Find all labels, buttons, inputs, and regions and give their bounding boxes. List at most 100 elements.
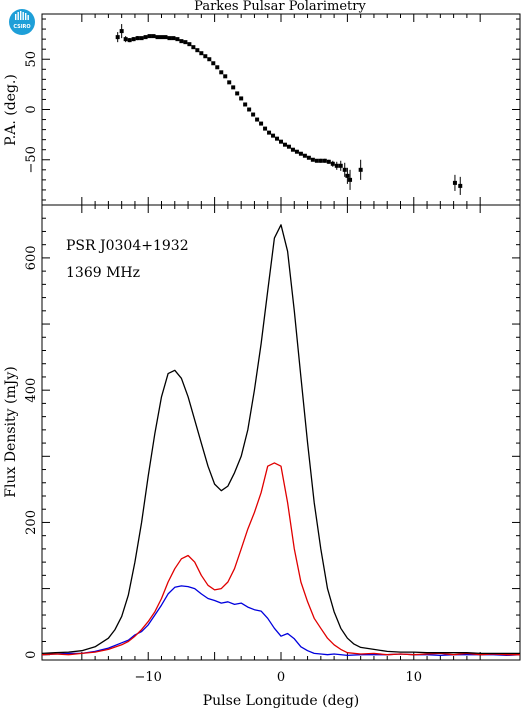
pa-point — [302, 153, 307, 158]
pa-point — [342, 162, 347, 177]
pa-marker — [279, 139, 283, 144]
pa-marker — [235, 91, 240, 96]
pa-point — [286, 144, 291, 149]
pa-point — [251, 112, 256, 117]
pa-point — [159, 35, 164, 40]
pa-marker — [358, 167, 363, 172]
pa-marker — [155, 35, 160, 40]
pa-marker — [290, 147, 295, 152]
pa-point — [175, 37, 180, 42]
pa-point — [195, 48, 200, 53]
pa-point — [330, 160, 335, 167]
pa-point — [318, 158, 323, 163]
pa-marker — [348, 177, 353, 182]
pa-point — [187, 42, 192, 47]
frequency-annotation: 1369 MHz — [66, 265, 140, 281]
pa-marker — [330, 161, 335, 166]
pa-marker — [191, 45, 196, 50]
pa-point — [290, 147, 295, 152]
pa-marker — [199, 51, 204, 56]
pa-point — [203, 54, 208, 59]
pa-point — [279, 139, 283, 144]
pa-point — [338, 160, 343, 171]
pa-marker — [135, 36, 140, 41]
profile-line-total — [41, 224, 520, 655]
pa-marker — [458, 183, 463, 188]
pa-marker — [267, 130, 272, 135]
pa-point — [326, 159, 331, 164]
profile-x-tick-label: −10 — [135, 670, 162, 685]
pa-point — [231, 85, 236, 90]
pa-point — [199, 51, 204, 56]
pa-point — [458, 176, 463, 195]
pa-marker — [131, 37, 136, 42]
pa-marker — [119, 29, 124, 34]
pa-point — [235, 91, 240, 96]
pa-panel: 50 0 −50 P.A. (deg.) — [3, 13, 521, 206]
pa-marker — [275, 136, 280, 141]
profile-y-tick-label: 600 — [24, 245, 39, 270]
pa-point — [306, 155, 311, 160]
profile-x-tick-label: 10 — [406, 670, 423, 685]
pulsar-name-annotation: PSR J0304+1932 — [66, 238, 189, 254]
pa-marker — [195, 48, 200, 53]
pa-point — [139, 36, 144, 41]
profile-ylabel: Flux Density (mJy) — [3, 366, 19, 497]
pa-marker — [302, 153, 307, 158]
pa-tick-labels: 50 0 −50 — [24, 51, 39, 174]
pa-ylabel: P.A. (deg.) — [3, 74, 19, 146]
pa-marker — [255, 117, 260, 122]
pa-point — [147, 34, 152, 39]
profile-y-tick-label: 400 — [24, 378, 39, 403]
pa-point — [259, 121, 264, 126]
pa-marker — [179, 39, 184, 44]
profile-line-linear — [41, 462, 520, 656]
pa-marker — [223, 74, 228, 79]
pa-marker — [314, 158, 319, 163]
pa-point — [263, 126, 268, 131]
pa-point — [322, 158, 327, 163]
pa-point — [171, 36, 176, 41]
pa-point — [358, 159, 363, 180]
profile-y-tick-label: 200 — [24, 510, 39, 535]
pa-point — [282, 142, 287, 147]
pa-marker — [294, 149, 299, 154]
pa-point — [155, 35, 160, 40]
pa-marker — [187, 42, 192, 47]
pa-marker — [286, 144, 291, 149]
pa-ticks — [42, 14, 520, 205]
pa-point — [223, 74, 228, 79]
profile-ticks — [42, 205, 520, 660]
pa-y-tick-label: −50 — [24, 146, 39, 173]
pa-marker — [171, 36, 176, 41]
pa-marker — [326, 159, 331, 164]
pa-point — [163, 35, 168, 40]
pa-marker — [227, 80, 232, 85]
pa-point — [255, 117, 260, 122]
pa-point — [452, 174, 457, 191]
pa-point — [143, 35, 148, 40]
pa-y-tick-label: 0 — [24, 105, 39, 113]
pa-marker — [247, 107, 252, 112]
pa-point — [183, 40, 188, 45]
pa-marker — [338, 163, 343, 168]
profile-line-circular — [41, 585, 521, 657]
pa-marker — [239, 96, 244, 101]
pa-y-tick-label: 50 — [24, 51, 39, 68]
pa-marker — [115, 35, 120, 40]
pa-point — [179, 39, 184, 44]
pa-marker — [298, 151, 303, 156]
pa-marker — [282, 142, 287, 147]
logo-circle — [9, 9, 35, 35]
pa-point — [219, 70, 224, 75]
pa-point — [167, 36, 172, 41]
pa-point — [207, 57, 212, 62]
pa-marker — [251, 112, 256, 117]
pa-point — [127, 38, 132, 43]
pa-point — [215, 65, 220, 70]
pa-point — [151, 34, 156, 39]
pa-panel-frame — [41, 13, 521, 206]
